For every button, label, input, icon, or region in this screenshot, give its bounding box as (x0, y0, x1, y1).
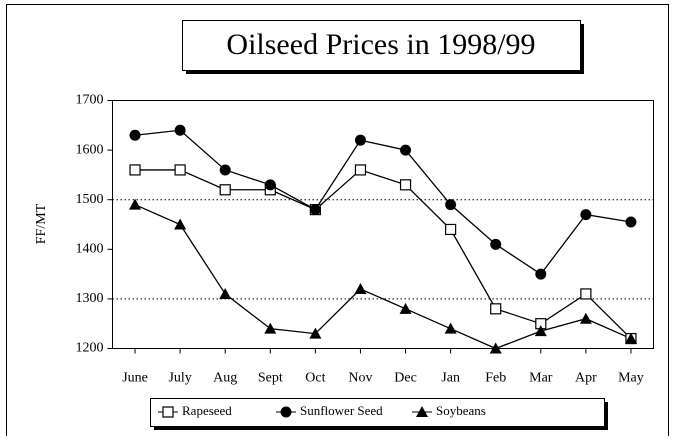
y-tick-label: 1300 (76, 291, 104, 306)
data-point (445, 199, 457, 211)
data-point (129, 129, 141, 141)
x-tick-label: Sept (258, 371, 283, 386)
legend-label: Rapeseed (182, 403, 232, 418)
y-tick-label: 1200 (76, 341, 104, 356)
legend-label: Soybeans (436, 403, 486, 418)
data-point (174, 124, 186, 136)
y-tick-label: 1400 (76, 242, 104, 257)
data-point (445, 223, 457, 236)
x-tick-label: Nov (348, 371, 372, 386)
x-tick-label: June (122, 371, 148, 386)
data-point (535, 268, 547, 280)
chart-title: Oilseed Prices in 1998/99 (226, 28, 535, 61)
data-point (490, 303, 502, 315)
data-point (444, 322, 457, 334)
data-point (354, 164, 367, 176)
data-point (624, 332, 637, 344)
legend-box (150, 398, 605, 427)
data-point (399, 179, 412, 191)
series-line (134, 129, 632, 275)
series-line (135, 169, 632, 340)
data-point (354, 282, 367, 294)
series-line (134, 204, 632, 350)
data-point (399, 302, 412, 314)
data-point (579, 312, 592, 324)
data-point (174, 218, 187, 230)
legend-marker (162, 406, 174, 418)
frame (6, 4, 669, 441)
y-tick-label: 1600 (76, 142, 104, 157)
title-box (182, 20, 581, 71)
x-tick-label: Jan (441, 371, 460, 386)
data-point (400, 144, 412, 156)
x-tick-label: Oct (305, 371, 325, 386)
plot-area (112, 100, 654, 349)
data-point (219, 164, 231, 176)
legend-label: Sunflower Seed (300, 403, 383, 418)
data-point (129, 198, 142, 210)
data-point (264, 179, 276, 191)
x-tick-label: July (168, 371, 191, 386)
y-tick-label: 1500 (76, 192, 104, 207)
data-point (264, 322, 277, 334)
data-point (219, 287, 232, 299)
x-tick-label: Mar (529, 371, 553, 386)
data-point (534, 325, 547, 337)
x-tick-label: Dec (394, 371, 417, 386)
data-point (489, 342, 502, 354)
data-point (354, 134, 366, 146)
data-point (219, 184, 231, 196)
data-point (174, 164, 186, 176)
legend-marker (280, 406, 292, 418)
y-axis-label: FF/MT (34, 203, 49, 244)
x-tick-label: Apr (575, 371, 597, 386)
x-tick-label: Aug (213, 371, 237, 386)
data-point (309, 327, 322, 339)
data-point (580, 209, 592, 221)
x-tick-label: May (618, 371, 644, 386)
data-point (580, 288, 592, 300)
x-tick-label: Feb (485, 371, 506, 386)
data-point (129, 164, 141, 176)
legend-marker (416, 406, 428, 417)
data-point (490, 238, 502, 250)
data-point (309, 204, 321, 216)
data-point (625, 216, 637, 228)
y-tick-label: 1700 (76, 93, 104, 108)
